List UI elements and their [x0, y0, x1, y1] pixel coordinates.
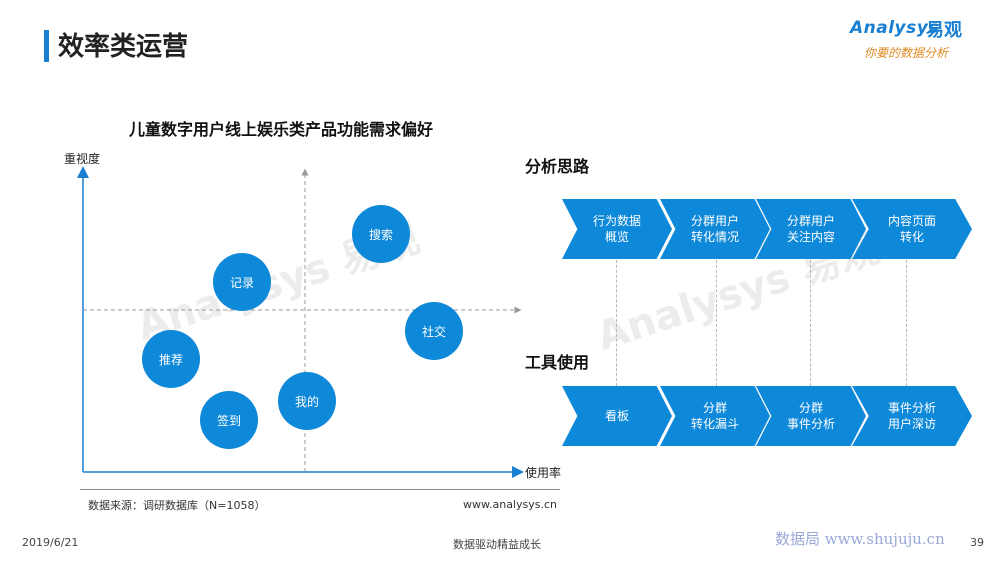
tools-step-1-line1: 看板 — [604, 409, 629, 423]
bubble-search: 搜索 — [352, 205, 410, 263]
bubble-social: 社交 — [405, 302, 463, 360]
tools-step-4-line2: 用户深访 — [887, 417, 936, 431]
analysis-step-1: 行为数据 概览 — [562, 199, 672, 259]
bubble-checkin: 签到 — [200, 391, 258, 449]
brand-logo: Analysys 易观 你要的数据分析 — [850, 18, 970, 62]
data-source: 数据来源：调研数据库（N=1058） — [88, 499, 266, 512]
title-accent-bar — [44, 30, 49, 62]
tools-step-1: 看板 — [562, 386, 672, 446]
analysis-step-4-line1: 内容页面 — [887, 214, 936, 228]
page-number: 39 — [970, 536, 984, 549]
connector-line-3 — [810, 260, 811, 386]
analysis-step-1-line2: 概览 — [604, 230, 629, 244]
analysis-section-label: 分析思路 — [525, 157, 590, 176]
y-axis-label: 重视度 — [64, 152, 101, 166]
chart-title: 儿童数字用户线上娱乐类产品功能需求偏好 — [129, 120, 434, 139]
tools-step-2: 分群 转化漏斗 — [660, 386, 770, 446]
analysis-step-2: 分群用户 转化情况 — [660, 199, 770, 259]
analysis-step-2-line1: 分群用户 — [690, 214, 739, 228]
website-link[interactable]: www.analysys.cn — [463, 498, 557, 511]
analysis-step-3-line2: 关注内容 — [786, 230, 835, 244]
analysis-step-4-line2: 转化 — [899, 230, 924, 244]
logo-slogan: 你要的数据分析 — [864, 46, 949, 60]
tools-step-2-line1: 分群 — [702, 401, 727, 415]
tools-step-3-line2: 事件分析 — [786, 417, 835, 431]
tools-section-label: 工具使用 — [525, 353, 590, 372]
tools-step-4-line1: 事件分析 — [887, 401, 936, 415]
analysis-step-2-line2: 转化情况 — [690, 230, 739, 244]
footer-slogan: 数据驱动精益成长 — [453, 538, 541, 551]
footer-watermark: 数据局 www.shujuju.cn — [775, 530, 945, 548]
connector-line-4 — [906, 260, 907, 386]
footer-date: 2019/6/21 — [22, 536, 79, 549]
logo-chinese: 易观 — [926, 20, 962, 41]
bubble-recommend: 推荐 — [142, 330, 200, 388]
bubble-mine: 我的 — [278, 372, 336, 430]
bubble-record: 记录 — [213, 253, 271, 311]
connector-line-1 — [616, 260, 617, 386]
source-divider — [80, 489, 560, 490]
page-title: 效率类运营 — [58, 32, 189, 62]
tools-step-2-line2: 转化漏斗 — [690, 417, 739, 431]
logo-english: Analysys — [850, 18, 939, 38]
analysis-step-1-line1: 行为数据 — [592, 214, 641, 228]
x-axis-label: 使用率 — [525, 466, 562, 480]
connector-line-2 — [716, 260, 717, 386]
analysis-step-3: 分群用户 关注内容 — [756, 199, 866, 259]
tools-step-3: 分群 事件分析 — [756, 386, 866, 446]
tools-step-3-line1: 分群 — [798, 401, 823, 415]
analysis-step-4: 内容页面 转化 — [852, 199, 972, 259]
tools-step-4: 事件分析 用户深访 — [852, 386, 972, 446]
analysis-step-3-line1: 分群用户 — [786, 214, 835, 228]
